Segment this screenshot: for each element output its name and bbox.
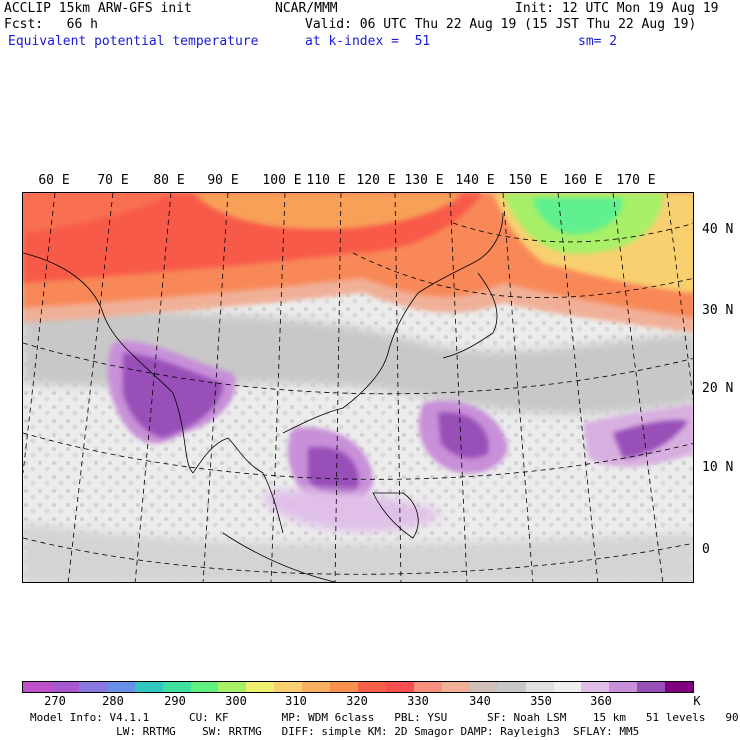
colorbar-tick: 320: [346, 694, 368, 708]
colorbar-swatch: [441, 682, 470, 692]
colorbar-swatch: [497, 682, 526, 692]
colorbar-swatch: [274, 682, 303, 692]
colorbar-swatch: [23, 682, 51, 692]
lon-label: 80 E: [153, 173, 185, 188]
lat-label: 40 N: [702, 222, 734, 237]
lat-label: 20 N: [702, 381, 734, 396]
colorbar-swatch: [162, 682, 191, 692]
band-nw: [23, 193, 173, 233]
lat-label: 0: [702, 542, 710, 557]
lon-label: 60 E: [38, 173, 70, 188]
model-title: ACCLIP 15km ARW-GFS init: [4, 1, 192, 16]
colorbar-tick: 270: [44, 694, 66, 708]
lon-label: 170 E: [616, 173, 656, 188]
purple-scs-core: [308, 447, 359, 497]
colorbar-swatch: [358, 682, 386, 692]
colorbar-swatch: [218, 682, 247, 692]
map-field: [23, 193, 693, 582]
colorbar-tick: 290: [164, 694, 186, 708]
lon-label: 160 E: [563, 173, 603, 188]
forecast-hour: Fcst: 66 h: [4, 17, 98, 32]
colorbar-swatch: [553, 682, 582, 692]
lon-label: 90 E: [207, 173, 239, 188]
colorbar-swatch: [413, 682, 442, 692]
colorbar-swatch: [609, 682, 638, 692]
smoothing-label: sm= 2: [578, 34, 618, 49]
purple-east-core: [613, 420, 688, 458]
colorbar-unit: K: [693, 694, 701, 708]
theta-e-map: [22, 192, 694, 583]
lon-label: 100 E: [262, 173, 302, 188]
colorbar-swatch: [190, 682, 219, 692]
colorbar-swatch: [50, 682, 79, 692]
colorbar-swatch: [665, 682, 694, 692]
band-ne-290: [533, 198, 623, 234]
init-time: Init: 12 UTC Mon 19 Aug 19: [515, 1, 719, 16]
lon-label: 70 E: [97, 173, 129, 188]
lon-label: 120 E: [356, 173, 396, 188]
level-index: at k-index = 51: [305, 34, 431, 49]
colorbar-tick: 330: [407, 694, 429, 708]
purple-india-core: [123, 353, 223, 438]
colorbar-swatch: [246, 682, 275, 692]
colorbar-swatch: [469, 682, 498, 692]
lon-label: 110 E: [306, 173, 346, 188]
colorbar-swatch: [637, 682, 666, 692]
colorbar-swatch: [134, 682, 163, 692]
colorbar: [22, 681, 694, 693]
colorbar-swatch: [78, 682, 107, 692]
valid-time: Valid: 06 UTC Thu 22 Aug 19 (15 JST Thu …: [305, 17, 697, 32]
model-info-line1: Model Info: V4.1.1 CU: KF MP: WDM 6class…: [30, 711, 740, 724]
lon-label: 140 E: [455, 173, 495, 188]
purple-wnp-core: [438, 412, 489, 459]
coastlines: [23, 212, 504, 582]
colorbar-swatch: [106, 682, 135, 692]
lilac-southern: [263, 489, 443, 532]
lat-label: 30 N: [702, 303, 734, 318]
colorbar-swatch: [525, 682, 554, 692]
colorbar-swatch: [581, 682, 610, 692]
colorbar-tick: 340: [469, 694, 491, 708]
field-name: Equivalent potential temperature: [8, 34, 259, 49]
colorbar-tick: 300: [225, 694, 247, 708]
lon-label: 150 E: [508, 173, 548, 188]
institution-label: NCAR/MMM: [275, 1, 338, 16]
colorbar-tick: 280: [102, 694, 124, 708]
lat-label: 10 N: [702, 460, 734, 475]
model-info-line2: LW: RRTMG SW: RRTMG DIFF: simple KM: 2D …: [30, 725, 640, 738]
colorbar-tick: 310: [285, 694, 307, 708]
colorbar-swatch: [385, 682, 414, 692]
colorbar-swatch: [330, 682, 359, 692]
southern-grey: [23, 523, 693, 582]
lon-label: 130 E: [404, 173, 444, 188]
colorbar-tick: 350: [530, 694, 552, 708]
colorbar-tick: 360: [590, 694, 612, 708]
colorbar-swatch: [302, 682, 331, 692]
graticule: [23, 193, 693, 582]
